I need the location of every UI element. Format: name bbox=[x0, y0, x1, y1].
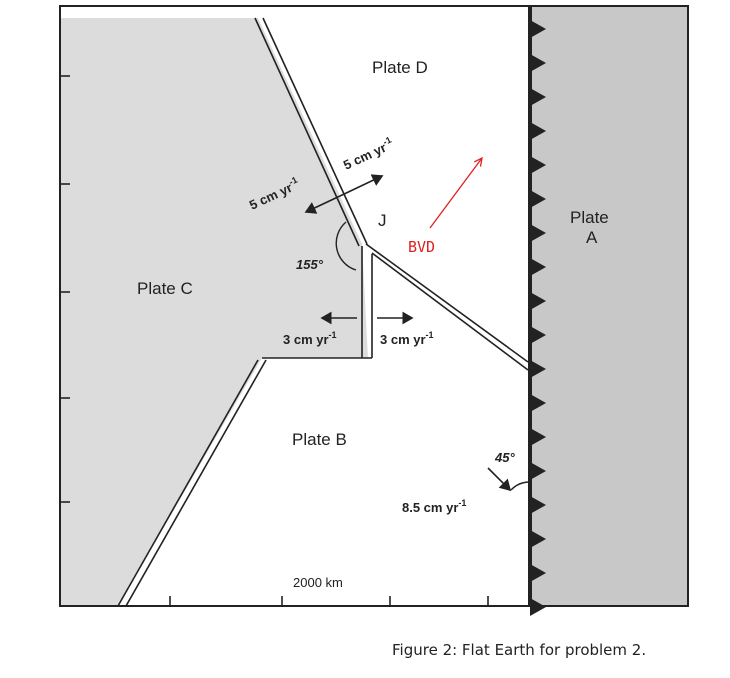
trench-tooth bbox=[530, 360, 546, 378]
trench-tooth bbox=[530, 598, 546, 616]
ridge-c-b-lower bbox=[117, 359, 267, 607]
trench-tooth bbox=[530, 530, 546, 548]
plate-a-label-line1: Plate bbox=[570, 208, 609, 227]
plate-d-label: Plate D bbox=[372, 58, 428, 77]
scale-label: 2000 km bbox=[293, 575, 343, 590]
trench-tooth bbox=[530, 224, 546, 242]
trench-tooth bbox=[530, 258, 546, 276]
plate-c-label: Plate C bbox=[137, 279, 193, 298]
junction-angle-arc bbox=[335, 221, 357, 271]
arrow-ridge-c bbox=[304, 195, 341, 214]
trench-tooth bbox=[530, 326, 546, 344]
plate-a-region bbox=[530, 6, 688, 606]
rate-label-lower-left: 3 cm yr-1 bbox=[283, 330, 337, 347]
arrow-ridge-d bbox=[339, 174, 384, 197]
junction-angle-label: 155° bbox=[296, 257, 324, 272]
trench-tooth bbox=[530, 190, 546, 208]
ridge-c-d bbox=[254, 17, 368, 247]
trench-tooth bbox=[530, 122, 546, 140]
subduction-vector-arrow bbox=[487, 467, 512, 492]
trench-tooth bbox=[530, 20, 546, 38]
plate-c-region bbox=[60, 18, 368, 606]
rate-label-lower-right: 3 cm yr-1 bbox=[380, 330, 434, 347]
trench-tooth bbox=[530, 156, 546, 174]
map-frame bbox=[59, 5, 689, 607]
trench-tooth bbox=[530, 428, 546, 446]
velocity-annotation-label: BVD bbox=[408, 238, 435, 256]
subduction-angle-label: 45° bbox=[494, 450, 515, 465]
trench-tooth bbox=[530, 564, 546, 582]
figure-caption: Figure 2: Flat Earth for problem 2. bbox=[392, 641, 646, 659]
trench-teeth bbox=[530, 20, 546, 616]
rate-label-ridge-d: 5 cm yr-1 bbox=[340, 135, 396, 173]
ridge-c-b bbox=[361, 246, 373, 358]
plate-b-label: Plate B bbox=[292, 430, 347, 449]
junction-label: J bbox=[378, 211, 387, 230]
transform-fault-d-b bbox=[365, 243, 529, 371]
trench-tooth bbox=[530, 88, 546, 106]
trench-tooth bbox=[530, 496, 546, 514]
trench-tooth bbox=[530, 394, 546, 412]
trench-tooth bbox=[530, 54, 546, 72]
frame-ticks bbox=[60, 75, 489, 606]
plate-a-label-line2: A bbox=[586, 228, 598, 247]
trench-tooth bbox=[530, 462, 546, 480]
subduction-angle-arc bbox=[510, 481, 531, 491]
trench-tooth bbox=[530, 292, 546, 310]
rate-label-subduction: 8.5 cm yr-1 bbox=[402, 498, 466, 515]
velocity-annotation-arrow bbox=[429, 158, 482, 229]
